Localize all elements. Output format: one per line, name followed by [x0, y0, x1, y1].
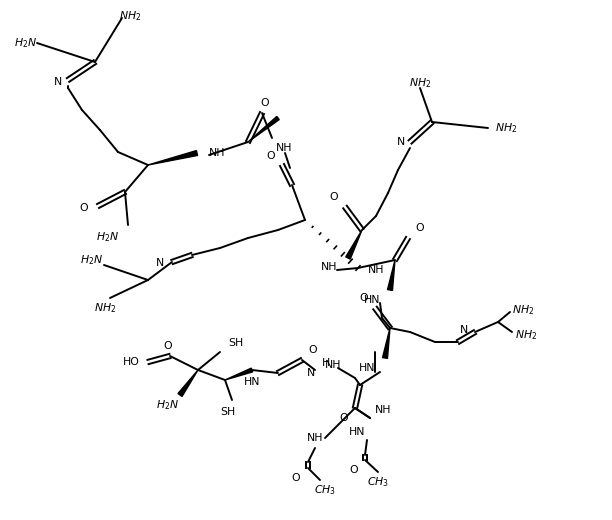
Polygon shape [387, 260, 395, 290]
Text: HN: HN [244, 377, 260, 387]
Text: O: O [359, 293, 368, 303]
Polygon shape [148, 151, 198, 165]
Text: NH: NH [209, 148, 225, 158]
Text: O: O [308, 345, 316, 355]
Text: $NH_2$: $NH_2$ [515, 328, 537, 342]
Text: N: N [307, 368, 315, 378]
Text: HN: HN [348, 427, 365, 437]
Text: NH: NH [368, 265, 384, 275]
Polygon shape [178, 370, 198, 396]
Text: $H_2N$: $H_2N$ [97, 230, 119, 244]
Text: SH: SH [220, 407, 236, 417]
Text: O: O [349, 465, 358, 475]
Text: HN: HN [359, 363, 375, 373]
Text: SH: SH [228, 338, 243, 348]
Text: $NH_2$: $NH_2$ [495, 121, 517, 135]
Polygon shape [346, 230, 362, 259]
Text: $H_2N$: $H_2N$ [157, 398, 179, 412]
Text: $H_2N$: $H_2N$ [14, 36, 37, 50]
Text: $CH_3$: $CH_3$ [314, 483, 336, 497]
Text: O: O [329, 192, 338, 202]
Text: O: O [266, 151, 275, 161]
Text: N: N [54, 77, 62, 87]
Text: N: N [397, 137, 405, 147]
Text: $NH_2$: $NH_2$ [119, 9, 141, 23]
Text: HN: HN [364, 295, 380, 305]
Text: N: N [460, 325, 468, 335]
Text: NH: NH [276, 143, 293, 153]
Text: $NH_2$: $NH_2$ [409, 76, 431, 90]
Text: O: O [163, 341, 173, 351]
Text: $CH_3$: $CH_3$ [367, 475, 389, 489]
Polygon shape [248, 116, 279, 142]
Text: NH: NH [321, 262, 337, 272]
Polygon shape [225, 368, 253, 380]
Text: NH: NH [375, 405, 392, 415]
Polygon shape [382, 328, 390, 358]
Text: NH: NH [307, 433, 323, 443]
Text: O: O [80, 203, 88, 213]
Text: N: N [155, 258, 164, 268]
Text: H: H [322, 358, 330, 368]
Text: $NH_2$: $NH_2$ [94, 301, 116, 315]
Text: HO: HO [123, 357, 140, 367]
Text: $H_2N$: $H_2N$ [80, 253, 103, 267]
Text: NH: NH [325, 360, 341, 370]
Text: O: O [261, 98, 269, 108]
Text: O: O [415, 223, 424, 233]
Text: O: O [291, 473, 300, 483]
Text: O: O [340, 413, 348, 423]
Text: $NH_2$: $NH_2$ [512, 303, 534, 317]
